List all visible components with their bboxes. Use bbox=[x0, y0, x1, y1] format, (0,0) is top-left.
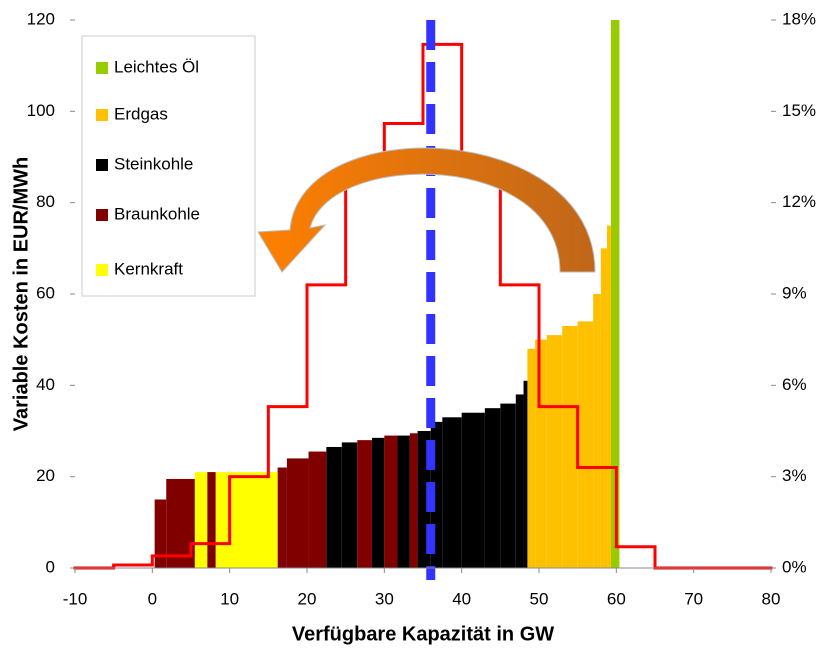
x-tick-label: -10 bbox=[63, 589, 88, 608]
x-tick-label: 70 bbox=[684, 589, 703, 608]
y-tick-label: 100 bbox=[27, 101, 55, 120]
axes: -10 0 10 20 30 40 50 60 70 80 0 20 40 60 80 100 120 0% 3% 6… bbox=[27, 9, 816, 608]
y-tick-label: 60 bbox=[36, 283, 55, 302]
capacity-block bbox=[593, 294, 601, 568]
legend-label: Erdgas bbox=[114, 104, 168, 123]
x-tick-label: 60 bbox=[607, 589, 626, 608]
y2-tick-label: 3% bbox=[782, 466, 807, 485]
legend-swatch bbox=[96, 159, 108, 171]
capacity-block bbox=[194, 472, 208, 568]
legend-swatch bbox=[96, 264, 108, 276]
y2-tick-label: 0% bbox=[782, 557, 807, 576]
capacity-block bbox=[215, 472, 278, 568]
capacity-block bbox=[397, 435, 410, 568]
capacity-block bbox=[277, 467, 287, 568]
capacity-block bbox=[442, 417, 462, 568]
y2-tick-label: 12% bbox=[782, 192, 816, 211]
capacity-block bbox=[607, 225, 611, 568]
capacity-block bbox=[610, 20, 620, 568]
y-tick-label: 120 bbox=[27, 9, 55, 28]
y-tick-label: 40 bbox=[36, 375, 55, 394]
capacity-block bbox=[546, 335, 563, 568]
capacity-block bbox=[500, 403, 516, 568]
y-tick-label: 20 bbox=[36, 466, 55, 485]
x-tick-label: 50 bbox=[530, 589, 549, 608]
x-axis-title: Verfügbare Kapazität in GW bbox=[292, 623, 554, 645]
x-tick-label: 80 bbox=[762, 589, 781, 608]
x-tick-label: 40 bbox=[452, 589, 471, 608]
y2-tick-label: 18% bbox=[782, 9, 816, 28]
x-tick-label: 10 bbox=[220, 589, 239, 608]
bars bbox=[154, 20, 620, 569]
capacity-block bbox=[535, 339, 547, 568]
y-tick-label: 0 bbox=[46, 557, 55, 576]
capacity-block bbox=[562, 325, 578, 568]
capacity-block bbox=[371, 437, 385, 568]
legend-swatch bbox=[96, 62, 108, 74]
capacity-block bbox=[308, 451, 327, 568]
capacity-block bbox=[430, 421, 443, 568]
capacity-block bbox=[384, 435, 398, 568]
capacity-block bbox=[523, 380, 528, 568]
y2-tick-label: 15% bbox=[782, 101, 816, 120]
capacity-block bbox=[515, 394, 524, 568]
legend-label: Steinkohle bbox=[114, 154, 193, 173]
legend-label: Kernkraft bbox=[114, 259, 183, 278]
capacity-block bbox=[527, 348, 536, 568]
capacity-block bbox=[461, 412, 485, 568]
x-tick-label: 30 bbox=[375, 589, 394, 608]
x-tick-label: 20 bbox=[298, 589, 317, 608]
capacity-block bbox=[286, 458, 309, 568]
capacity-block bbox=[326, 446, 342, 568]
x-tick-label: 0 bbox=[148, 589, 157, 608]
capacity-block bbox=[207, 472, 216, 568]
legend-label: Leichtes Öl bbox=[114, 57, 199, 76]
capacity-block bbox=[600, 248, 608, 569]
y2-tick-label: 9% bbox=[782, 283, 807, 302]
y-tick-label: 80 bbox=[36, 192, 55, 211]
capacity-block bbox=[357, 440, 372, 568]
y2-tick-label: 6% bbox=[782, 375, 807, 394]
capacity-block bbox=[341, 442, 358, 568]
shift-arrow bbox=[257, 147, 596, 273]
legend-box bbox=[81, 35, 256, 297]
legend: Leichtes Öl Erdgas Steinkohle Braunkohle Ker… bbox=[81, 35, 256, 297]
legend-swatch bbox=[96, 109, 108, 121]
capacity-block bbox=[409, 433, 418, 568]
y-axis-title: Variable Kosten in EUR/MWh bbox=[10, 157, 32, 431]
capacity-block bbox=[154, 499, 167, 568]
capacity-block bbox=[577, 321, 594, 568]
legend-label: Braunkohle bbox=[114, 204, 200, 223]
capacity-block bbox=[484, 408, 501, 568]
legend-swatch bbox=[96, 209, 108, 221]
